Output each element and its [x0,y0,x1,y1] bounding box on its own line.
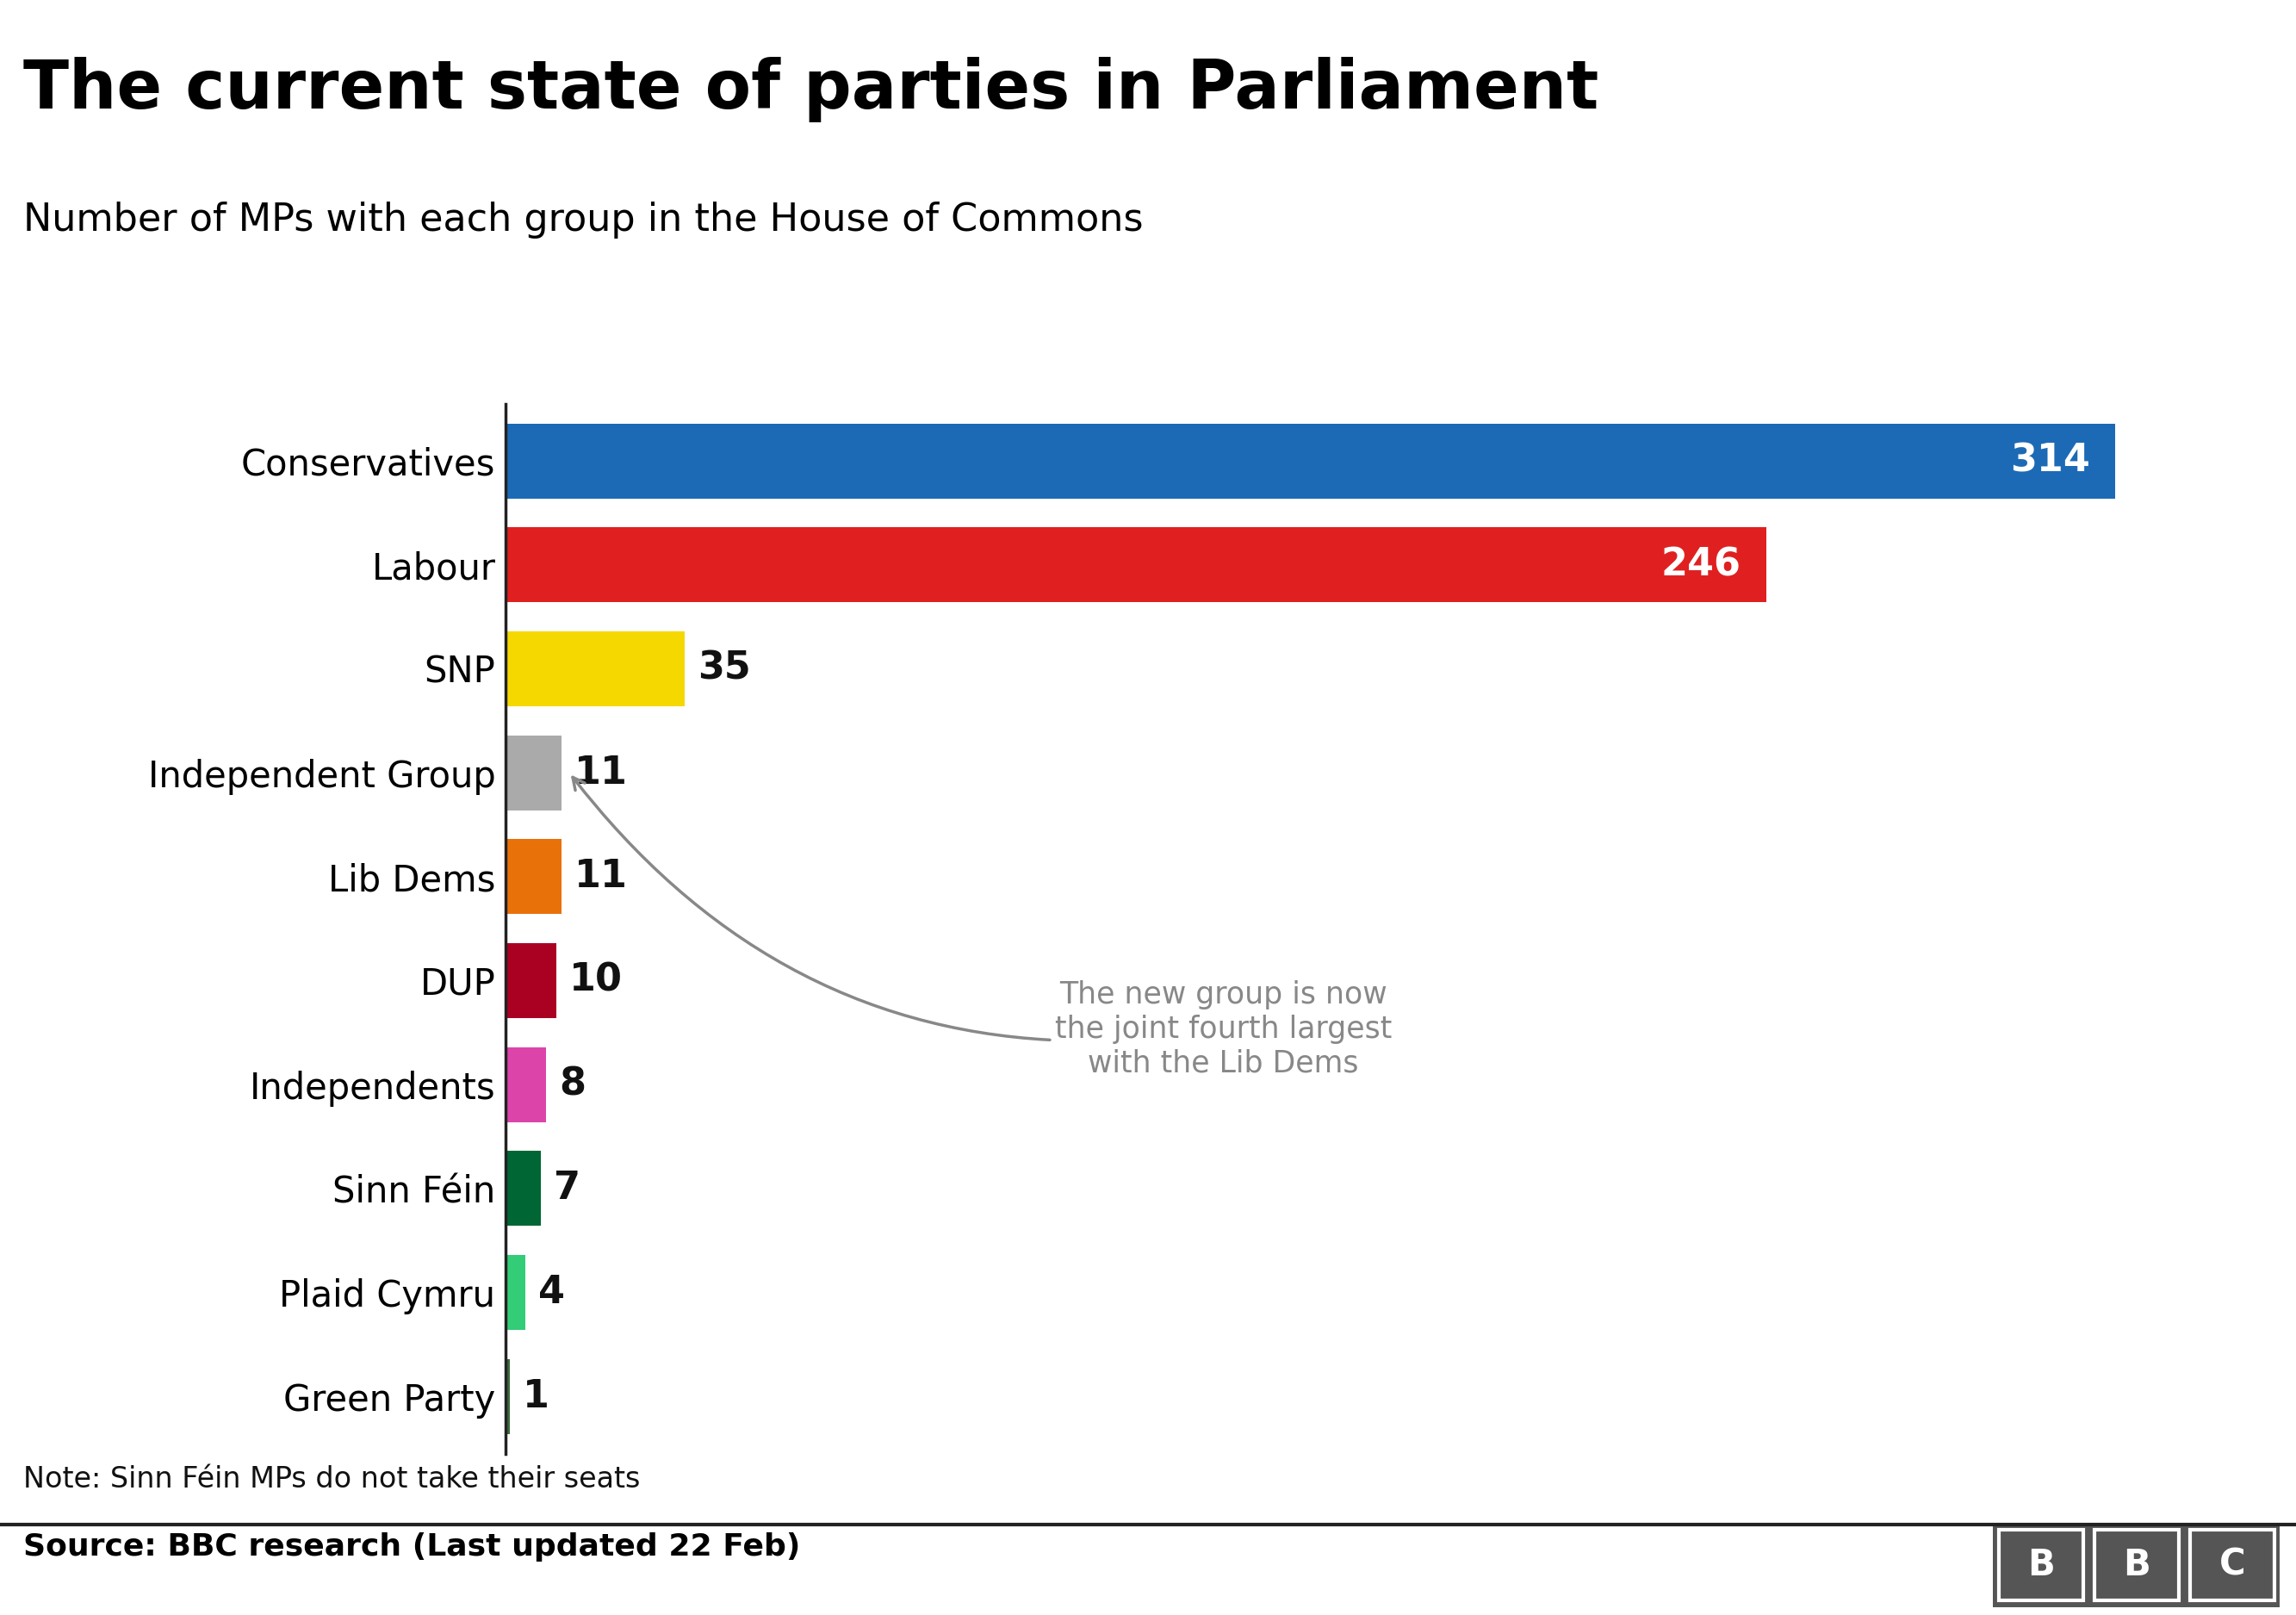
Bar [505,1151,542,1226]
Text: 246: 246 [1660,546,1740,583]
Bar [505,1358,510,1434]
Bar [505,840,563,914]
Text: 10: 10 [569,963,622,1000]
Text: B: B [2124,1547,2149,1583]
Text: 7: 7 [553,1169,581,1206]
Text: 314: 314 [2009,443,2089,480]
FancyBboxPatch shape [2190,1529,2275,1600]
Text: 35: 35 [698,651,751,688]
Text: 11: 11 [574,858,627,895]
Text: Note: Sinn Féin MPs do not take their seats: Note: Sinn Féin MPs do not take their se… [23,1465,641,1494]
Text: 8: 8 [558,1066,585,1103]
Text: B: B [2027,1547,2055,1583]
Text: The current state of parties in Parliament: The current state of parties in Parliame… [23,57,1598,123]
Text: Number of MPs with each group in the House of Commons: Number of MPs with each group in the Hou… [23,202,1143,239]
FancyBboxPatch shape [1998,1529,2082,1600]
FancyBboxPatch shape [2094,1529,2179,1600]
Text: The new group is now
the joint fourth largest
with the Lib Dems: The new group is now the joint fourth la… [572,777,1391,1077]
Bar [505,943,556,1017]
Bar [505,631,684,706]
Bar [505,1047,546,1122]
Bar [505,735,563,811]
Text: C: C [2218,1547,2245,1583]
Text: Source: BBC research (Last updated 22 Feb): Source: BBC research (Last updated 22 Fe… [23,1533,799,1562]
Text: 11: 11 [574,754,627,791]
Text: 4: 4 [540,1274,565,1311]
Bar [505,528,1766,602]
Text: 1: 1 [523,1378,549,1415]
Bar [505,423,2115,499]
Bar [505,1255,526,1329]
